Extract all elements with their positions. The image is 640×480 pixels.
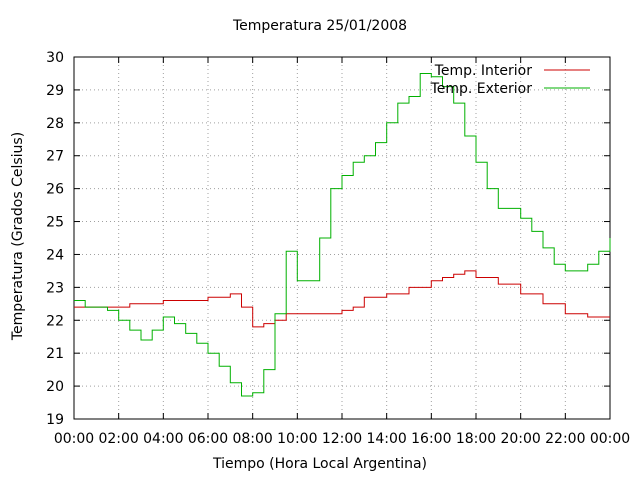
chart-title: Temperatura 25/01/2008 [232, 18, 408, 34]
y-tick-label: 20 [46, 379, 64, 395]
y-tick-label: 22 [46, 313, 64, 329]
x-tick-label: 22:00 [545, 431, 585, 447]
y-tick-label: 27 [46, 149, 64, 165]
x-tick-label: 18:00 [456, 431, 496, 447]
y-tick-label: 21 [46, 346, 64, 362]
y-tick-label: 30 [46, 50, 64, 66]
x-tick-label: 20:00 [500, 431, 540, 447]
y-tick-label: 23 [46, 280, 64, 296]
x-tick-label: 00:00 [590, 431, 630, 447]
y-tick-label: 24 [46, 247, 64, 263]
x-tick-label: 08:00 [232, 431, 272, 447]
y-tick-label: 28 [46, 116, 64, 132]
series-line-interior [74, 270, 610, 328]
legend-label: Temp. Interior [434, 63, 533, 79]
x-tick-label: 10:00 [277, 431, 317, 447]
x-tick-label: 02:00 [98, 431, 138, 447]
y-axis-label: Temperatura (Grados Celsius) [10, 131, 26, 341]
y-tick-label: 19 [46, 412, 64, 428]
x-tick-label: 14:00 [366, 431, 406, 447]
x-tick-label: 04:00 [143, 431, 183, 447]
x-axis-label: Tiempo (Hora Local Argentina) [213, 456, 427, 472]
series-line-exterior [74, 73, 611, 397]
x-tick-label: 16:00 [411, 431, 451, 447]
y-tick-label: 29 [46, 83, 64, 99]
x-tick-label: 00:00 [54, 431, 94, 447]
y-tick-label: 25 [46, 215, 64, 231]
y-tick-label: 26 [46, 182, 64, 198]
legend-label: Temp. Exterior [430, 81, 533, 97]
x-tick-label: 12:00 [322, 431, 362, 447]
x-tick-label: 06:00 [188, 431, 228, 447]
